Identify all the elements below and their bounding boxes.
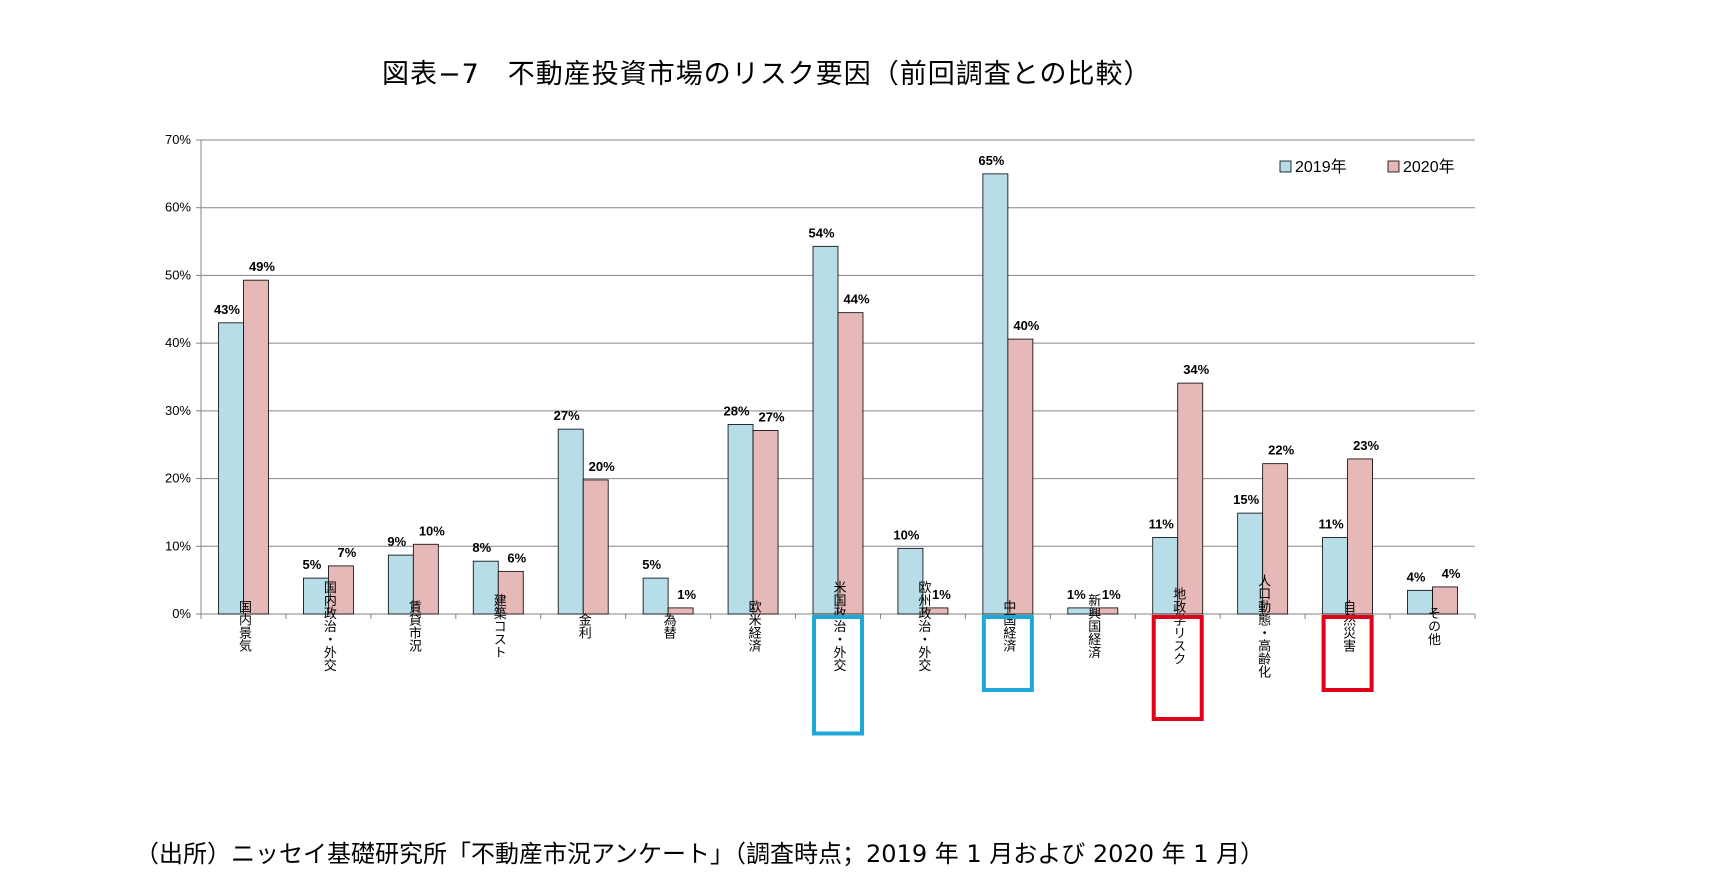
bar-2020年-欧米経済 <box>752 430 779 615</box>
bar-2020年-建築コスト <box>497 570 524 615</box>
data-label: 8% <box>472 540 491 555</box>
data-label: 15% <box>1233 492 1259 507</box>
data-label: 65% <box>978 153 1004 168</box>
legend: 2019年 2020年 <box>1279 158 1455 176</box>
legend-label: 2020年 <box>1403 158 1455 176</box>
category-label: 建築コスト <box>491 594 507 659</box>
data-label: 49% <box>249 259 275 274</box>
bar-2019年-国内政治・外交 <box>302 577 329 615</box>
highlight-box-中国経済 <box>981 615 1034 692</box>
y-tick-label: 0% <box>172 606 191 621</box>
bar-2019年-建築コスト <box>472 560 499 615</box>
y-tick-label: 40% <box>165 335 191 350</box>
bar-2020年-為替 <box>667 607 694 615</box>
data-label: 5% <box>642 557 661 572</box>
bar-2020年-人口動態・高齢化 <box>1262 463 1289 615</box>
bar-2020年-地政学リスク <box>1177 382 1204 615</box>
data-label: 1% <box>1102 587 1121 602</box>
data-label: 28% <box>724 403 750 418</box>
data-label: 27% <box>554 408 580 423</box>
data-label: 11% <box>1318 516 1344 531</box>
data-label: 4% <box>1407 569 1426 584</box>
bar-2020年-国内景気 <box>243 279 269 615</box>
bar-2019年-中国経済 <box>982 173 1009 615</box>
bar-2020年-米国政治・外交 <box>837 312 864 615</box>
highlight-boxes <box>812 615 1374 736</box>
bar-2019年-金利 <box>557 428 584 615</box>
bar-2020年-新興国経済 <box>1092 607 1119 615</box>
legend-swatch <box>1279 160 1292 173</box>
y-tick-label: 30% <box>165 403 191 418</box>
data-label: 5% <box>303 557 322 572</box>
bar-2020年-その他 <box>1432 586 1458 615</box>
legend-label: 2019年 <box>1295 158 1347 176</box>
data-label: 20% <box>589 459 615 474</box>
data-labels: 43% 5% 9% 8% 27% 5% 28% 54% 10% 65% 1% 11% 15% 11% 4% 4… <box>214 153 1461 602</box>
category-label: 新興国経済 <box>1085 593 1101 659</box>
y-tick-label: 10% <box>165 538 191 553</box>
category-label: その他 <box>1425 607 1441 647</box>
data-label: 6% <box>507 550 526 565</box>
data-label: 1% <box>932 587 951 602</box>
category-label: 為替 <box>661 612 677 639</box>
data-label: 1% <box>1067 587 1086 602</box>
data-label: 10% <box>893 527 919 542</box>
category-label: 中国経済 <box>1000 600 1016 652</box>
category-label: 自然災害 <box>1340 600 1356 653</box>
category-label: 米国政治・外交 <box>831 581 847 672</box>
category-label: 欧州政治・外交 <box>915 581 931 672</box>
bars <box>218 173 1458 615</box>
source-note: （出所）ニッセイ基礎研究所「不動産市況アンケート」（調査時点；2019 年 1 … <box>135 840 1265 868</box>
bar-2020年-賃貸市況 <box>412 543 439 615</box>
bar-2019年-自然災害 <box>1322 537 1348 615</box>
category-labels: 国内景気 国内政治・外交 賃貸市況 建築コスト 金利 為替 欧米経済 米国政治・外交 欧州政治・… <box>236 574 1441 679</box>
data-label: 44% <box>843 292 869 307</box>
bar-2020年-自然災害 <box>1347 458 1373 615</box>
y-tick-label: 20% <box>165 471 191 486</box>
category-label: 国内景気 <box>236 600 252 653</box>
category-label: 国内政治・外交 <box>321 581 337 672</box>
category-label: 地政学リスク <box>1170 587 1186 665</box>
data-label: 1% <box>677 587 696 602</box>
data-label: 9% <box>387 534 406 549</box>
bar-2020年-欧州政治・外交 <box>922 607 949 615</box>
legend-swatch <box>1387 160 1400 173</box>
y-tick-label: 70% <box>165 132 191 147</box>
data-label: 11% <box>1149 516 1175 531</box>
highlight-box-地政学リスク <box>1151 615 1204 721</box>
bar-2019年-欧米経済 <box>727 423 754 615</box>
bar-2019年-為替 <box>642 577 669 615</box>
data-label: 54% <box>808 225 834 240</box>
bar-2020年-中国経済 <box>1007 338 1034 615</box>
bar-2019年-賃貸市況 <box>387 554 414 615</box>
bar-2019年-国内景気 <box>218 322 244 615</box>
data-label: 22% <box>1268 443 1294 458</box>
highlight-box-自然災害 <box>1321 615 1374 692</box>
chart-title: 図表−7 不動産投資市場のリスク要因（前回調査との比較） <box>382 59 1152 90</box>
category-label: 人口動態・高齢化 <box>1255 574 1271 679</box>
data-label: 40% <box>1013 318 1039 333</box>
data-label: 23% <box>1353 438 1379 453</box>
bar-2020年-金利 <box>582 479 609 615</box>
bar-2019年-欧州政治・外交 <box>897 547 924 615</box>
data-label: 10% <box>419 523 445 538</box>
bar-2019年-人口動態・高齢化 <box>1237 512 1264 615</box>
y-tick-label: 50% <box>165 267 191 282</box>
category-label: 金利 <box>576 612 592 639</box>
data-label: 34% <box>1183 362 1209 377</box>
y-tick-label: 60% <box>165 200 191 215</box>
data-label: 7% <box>338 545 357 560</box>
data-label: 27% <box>759 409 785 424</box>
data-label: 4% <box>1442 566 1461 581</box>
bar-2019年-地政学リスク <box>1152 537 1179 615</box>
category-label: 賃貸市況 <box>406 600 422 652</box>
bar-2020年-国内政治・外交 <box>327 565 354 615</box>
bar-2019年-米国政治・外交 <box>812 245 839 615</box>
highlight-box-米国政治・外交 <box>812 615 864 736</box>
category-label: 欧米経済 <box>746 600 762 652</box>
data-label: 43% <box>214 302 240 317</box>
